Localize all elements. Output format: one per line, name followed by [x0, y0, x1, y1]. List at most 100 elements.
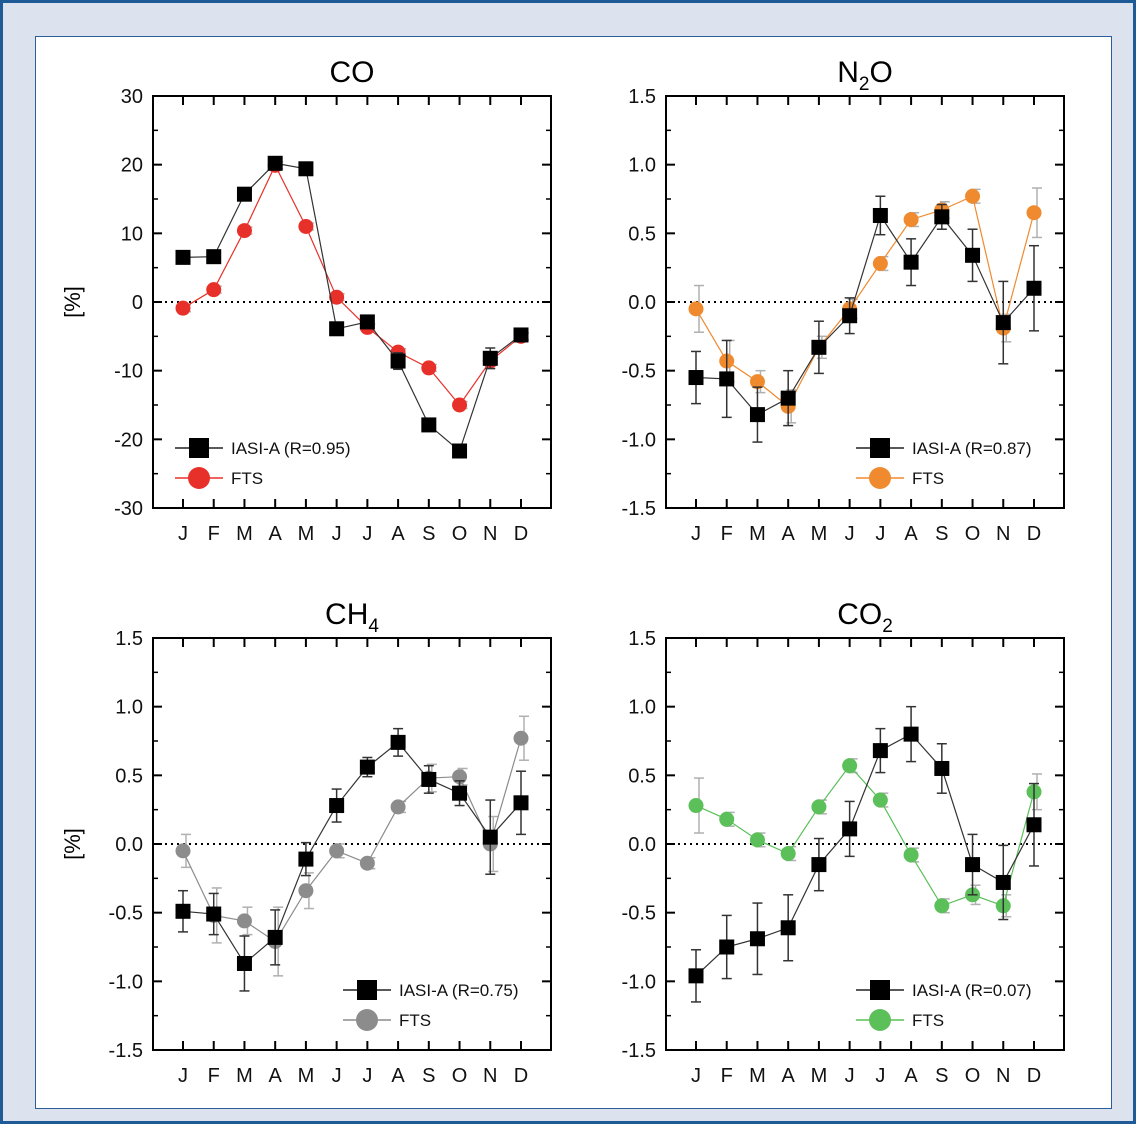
data-point-square — [482, 829, 498, 845]
x-tick-label: A — [782, 523, 796, 545]
data-point-circle — [872, 256, 888, 272]
data-point-square — [719, 371, 735, 387]
data-point-square — [390, 353, 406, 369]
data-point-square — [995, 315, 1011, 331]
x-tick-label: M — [749, 1065, 766, 1087]
chart-panel-1: 1.51.00.50.0-0.5-1.0-1.5J F M A M J J A S O N DN2OI… — [622, 56, 1065, 545]
data-point-circle — [872, 792, 888, 808]
chart-title: CH4 — [325, 598, 379, 637]
data-point-square — [482, 350, 498, 366]
legend-marker-square — [870, 980, 890, 1000]
data-point-circle — [236, 223, 252, 239]
data-point-circle — [329, 843, 345, 859]
data-point-circle — [359, 855, 375, 871]
y-tick-label: 0.5 — [115, 765, 143, 787]
data-point-square — [236, 186, 252, 202]
x-tick-label: A — [269, 1065, 283, 1087]
y-tick-label: -1.0 — [622, 971, 656, 993]
data-point-square — [175, 903, 191, 919]
chart-panel-3: 1.51.00.50.0-0.5-1.0-1.5J F M A M J J A S O N DCO2I… — [622, 598, 1065, 1087]
x-tick-label: A — [904, 523, 918, 545]
data-point-square — [1026, 280, 1042, 296]
y-tick-label: 1.5 — [628, 86, 656, 108]
x-tick-label: N — [483, 1065, 497, 1087]
data-point-circle — [749, 832, 765, 848]
x-tick-label: D — [1027, 1065, 1041, 1087]
y-tick-label: 1.0 — [115, 697, 143, 719]
data-point-circle — [719, 811, 735, 827]
y-tick-label: 0.0 — [628, 292, 656, 314]
data-point-square — [421, 771, 437, 787]
x-tick-label: F — [208, 523, 220, 545]
x-tick-label: J — [178, 523, 188, 545]
data-point-square — [965, 247, 981, 263]
y-tick-label: -0.5 — [109, 903, 143, 925]
x-tick-label: S — [935, 1065, 948, 1087]
data-point-square — [267, 929, 283, 945]
legend-marker-circle — [188, 467, 210, 489]
data-point-square — [359, 759, 375, 775]
data-point-circle — [513, 730, 529, 746]
data-point-circle — [688, 798, 704, 814]
x-tick-label: S — [422, 523, 435, 545]
y-tick-label: 1.5 — [628, 628, 656, 650]
data-point-circle — [421, 360, 437, 376]
data-point-square — [329, 798, 345, 814]
data-point-square — [421, 417, 437, 433]
y-axis-label: [%] — [60, 286, 85, 318]
data-point-square — [688, 370, 704, 386]
data-point-square — [267, 155, 283, 171]
data-point-square — [965, 857, 981, 873]
x-tick-label: J — [875, 523, 885, 545]
legend-marker-circle — [869, 1009, 891, 1031]
x-tick-label: M — [811, 523, 828, 545]
data-point-circle — [903, 212, 919, 228]
y-tick-label: 0.5 — [628, 765, 656, 787]
x-tick-label: O — [965, 1065, 981, 1087]
y-tick-label: 0 — [132, 292, 143, 314]
data-point-square — [749, 931, 765, 947]
y-tick-label: 1.5 — [115, 628, 143, 650]
y-tick-label: -0.5 — [622, 903, 656, 925]
data-point-circle — [811, 799, 827, 815]
data-point-square — [995, 874, 1011, 890]
x-tick-label: J — [178, 1065, 188, 1087]
data-point-square — [452, 443, 468, 459]
x-tick-label: A — [269, 523, 283, 545]
data-point-circle — [1026, 205, 1042, 221]
data-point-square — [719, 939, 735, 955]
data-point-circle — [390, 799, 406, 815]
x-tick-label: O — [965, 523, 981, 545]
x-tick-label: S — [935, 523, 948, 545]
x-tick-label: F — [721, 1065, 733, 1087]
data-point-circle — [329, 289, 345, 305]
x-tick-label: D — [514, 523, 528, 545]
x-tick-label: O — [452, 523, 468, 545]
x-tick-label: J — [845, 1065, 855, 1087]
y-tick-label: -20 — [114, 429, 143, 451]
legend-label: FTS — [231, 469, 263, 488]
legend-label: IASI-A (R=0.07) — [912, 981, 1032, 1000]
data-point-square — [934, 760, 950, 776]
legend-label: FTS — [912, 469, 944, 488]
y-axis-label: [%] — [60, 828, 85, 860]
series-line — [695, 764, 1035, 907]
series-line — [695, 214, 1035, 416]
x-tick-label: J — [362, 523, 372, 545]
data-point-circle — [175, 843, 191, 859]
data-point-circle — [903, 847, 919, 863]
data-point-square — [513, 795, 529, 811]
data-point-circle — [965, 188, 981, 204]
series-line — [695, 733, 1035, 977]
data-point-square — [842, 821, 858, 837]
x-tick-label: A — [904, 1065, 918, 1087]
legend-label: IASI-A (R=0.95) — [231, 439, 351, 458]
data-point-square — [903, 726, 919, 742]
x-tick-label: M — [811, 1065, 828, 1087]
data-point-square — [872, 743, 888, 759]
y-tick-label: -1.5 — [622, 1040, 656, 1062]
y-tick-label: -1.5 — [109, 1040, 143, 1062]
data-point-square — [206, 906, 222, 922]
y-tick-label: 0.5 — [628, 223, 656, 245]
